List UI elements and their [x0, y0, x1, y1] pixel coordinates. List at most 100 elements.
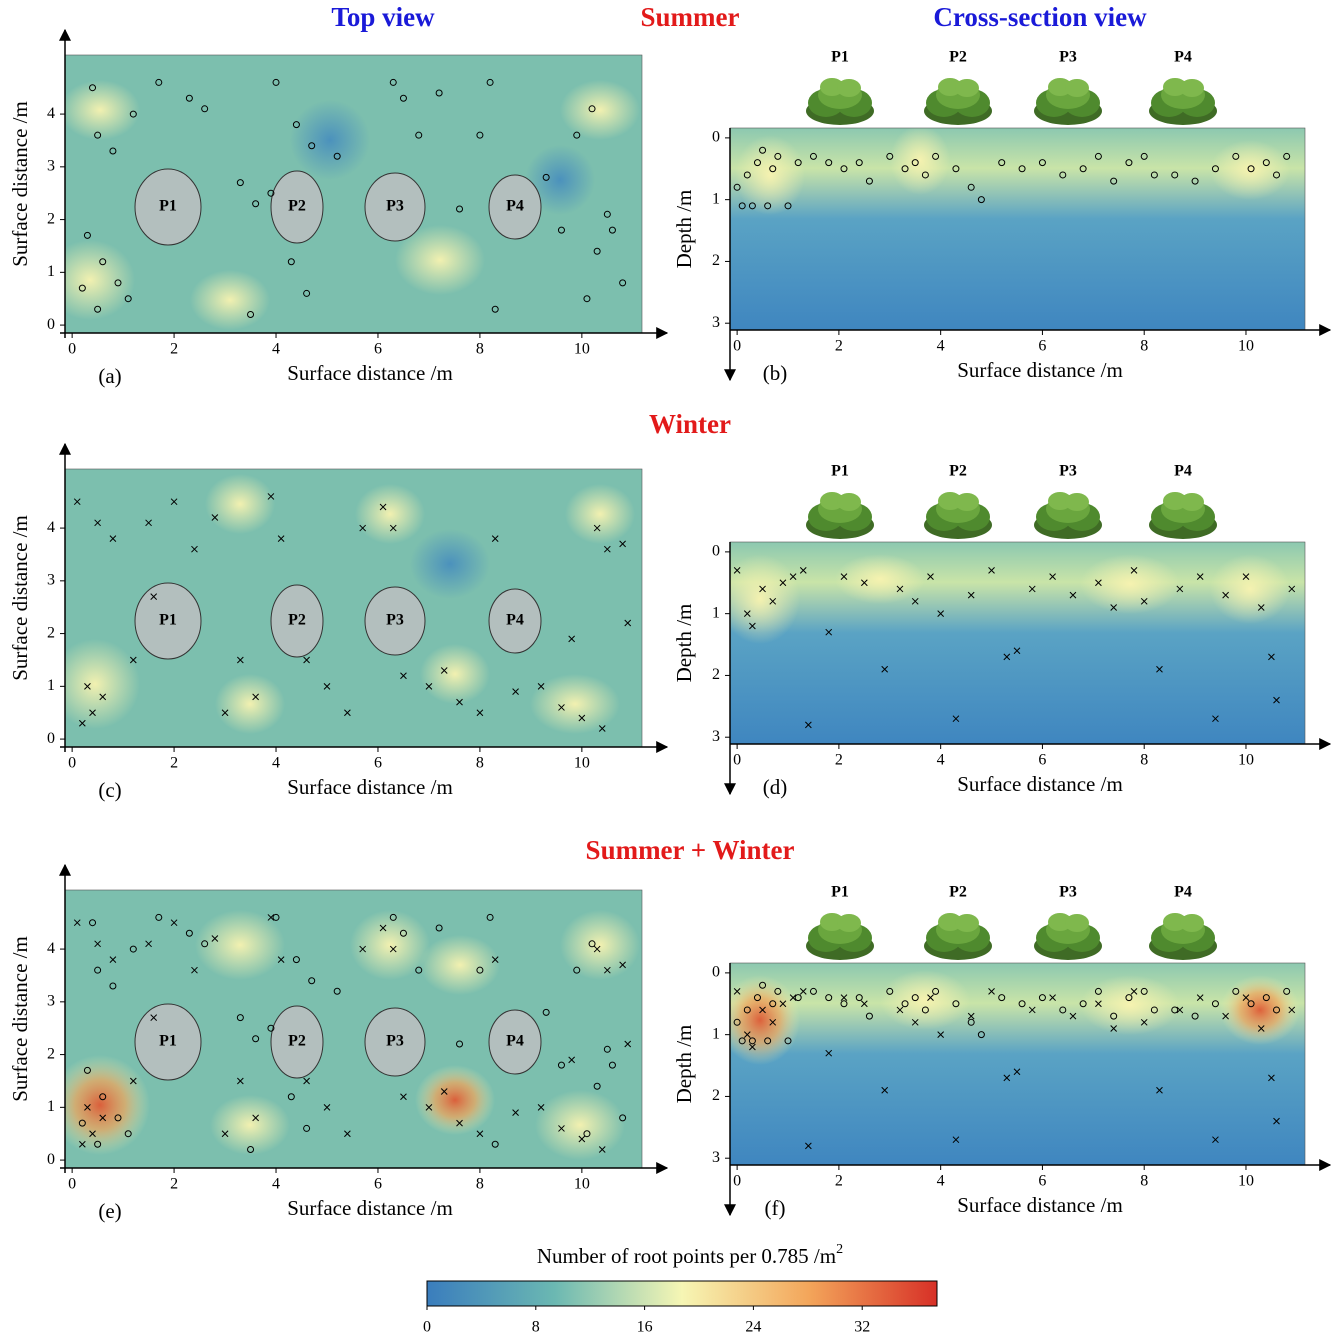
heatmap-blob	[565, 484, 635, 544]
tree-foliage	[1180, 79, 1204, 97]
tree-foliage	[1065, 914, 1089, 932]
y-tick-label: 1	[47, 677, 55, 694]
y-tick-label: 3	[47, 993, 55, 1010]
heatmap-blob	[890, 125, 950, 195]
heading: Cross-section view	[933, 2, 1147, 32]
tree-label: P3	[1059, 463, 1077, 480]
y-axis-title: Surface distance /m	[8, 515, 32, 681]
y-tick-label: 2	[712, 666, 720, 683]
tree-label: P3	[1059, 49, 1077, 66]
tree-label: P1	[831, 463, 849, 480]
heatmap-blob	[205, 474, 275, 534]
y-tick-label: 2	[47, 1045, 55, 1062]
heatmap-blob	[835, 554, 925, 604]
y-tick-label: 0	[712, 129, 720, 146]
y-tick-label: 2	[47, 624, 55, 641]
tree-icon	[924, 492, 992, 539]
y-tick-label: 0	[712, 543, 720, 560]
x-tick-label: 6	[1038, 1173, 1046, 1190]
heading: Winter	[649, 409, 731, 439]
heatmap-blob	[880, 970, 970, 1030]
tree-label: P1	[159, 198, 177, 215]
y-tick-label: 4	[47, 519, 55, 536]
x-axis-title: Surface distance /m	[957, 358, 1123, 382]
heatmap-blob	[60, 80, 140, 140]
heatmap	[45, 55, 642, 333]
heatmap-blob	[530, 674, 620, 734]
tree-label: P4	[1174, 49, 1192, 66]
tree-icon	[1149, 492, 1217, 539]
x-tick-label: 8	[476, 1176, 484, 1193]
tree-label: P2	[288, 612, 306, 629]
x-axis-title: Surface distance /m	[957, 1193, 1123, 1217]
x-tick-label: 10	[574, 1176, 590, 1193]
y-tick-label: 3	[712, 1149, 720, 1166]
y-tick-label: 3	[47, 158, 55, 175]
colorbar-tick-label: 8	[532, 1319, 540, 1336]
panel-label: (b)	[763, 361, 788, 385]
y-tick-label: 1	[712, 190, 720, 207]
x-axis-title: Surface distance /m	[957, 772, 1123, 796]
x-tick-label: 8	[1140, 752, 1148, 769]
tree-foliage	[955, 493, 979, 511]
tree-icon	[924, 913, 992, 960]
tree-icon	[924, 78, 992, 125]
tree-icon	[806, 492, 874, 539]
x-tick-label: 8	[476, 341, 484, 358]
heading: Summer	[641, 2, 740, 32]
y-axis-title: Depth /m	[672, 190, 696, 269]
x-tick-label: 4	[272, 755, 280, 772]
y-tick-label: 1	[712, 1025, 720, 1042]
y-tick-label: 2	[47, 210, 55, 227]
y-tick-label: 3	[712, 728, 720, 745]
x-tick-label: 6	[374, 755, 382, 772]
x-tick-label: 8	[1140, 1173, 1148, 1190]
colorbar-tick-label: 32	[854, 1319, 870, 1336]
y-tick-label: 1	[47, 1098, 55, 1115]
heatmap-blob	[415, 1065, 495, 1135]
x-tick-label: 0	[68, 1176, 76, 1193]
y-tick-label: 0	[47, 730, 55, 747]
heatmap-blob	[355, 484, 425, 544]
colorbar-tick-label: 24	[745, 1319, 761, 1336]
heatmap-blob	[1210, 140, 1290, 200]
heatmap-blob	[720, 975, 800, 1065]
panel-label: (d)	[763, 775, 788, 799]
tree-label: P1	[831, 884, 849, 901]
panel-label: (f)	[765, 1196, 786, 1220]
y-axis-title: Depth /m	[672, 1025, 696, 1104]
tree-icon	[1149, 913, 1217, 960]
x-tick-label: 6	[1038, 338, 1046, 355]
heatmap-blob	[210, 1095, 290, 1155]
tree-icon	[1034, 913, 1102, 960]
heatmap-blob	[350, 910, 430, 980]
heatmap-blob	[1080, 554, 1180, 614]
tree-label: P2	[949, 49, 967, 66]
tree-icon	[806, 913, 874, 960]
tree-foliage	[837, 493, 861, 511]
x-tick-label: 2	[835, 1173, 843, 1190]
x-tick-label: 2	[170, 755, 178, 772]
colorbar-title-text: Number of root points per 0.785 /m	[537, 1244, 836, 1268]
x-tick-label: 10	[574, 341, 590, 358]
y-axis-title: Surface distance /m	[8, 101, 32, 267]
tree-foliage	[955, 79, 979, 97]
heatmap-blob	[720, 554, 800, 644]
y-tick-label: 3	[47, 572, 55, 589]
y-tick-label: 4	[47, 105, 55, 122]
tree-icon	[1034, 78, 1102, 125]
x-tick-label: 0	[68, 341, 76, 358]
colorbar	[427, 1281, 937, 1306]
heading: Summer + Winter	[586, 835, 795, 865]
x-tick-label: 2	[170, 1176, 178, 1193]
x-tick-label: 8	[476, 755, 484, 772]
y-tick-label: 4	[47, 940, 55, 957]
heatmap-blob	[1080, 975, 1180, 1035]
tree-label: P3	[386, 612, 404, 629]
x-tick-label: 2	[170, 341, 178, 358]
colorbar-tick-label: 16	[637, 1319, 653, 1336]
tree-foliage	[837, 914, 861, 932]
tree-icon	[1034, 492, 1102, 539]
tree-foliage	[1180, 914, 1204, 932]
colorbar-title-sup: 2	[836, 1242, 843, 1257]
